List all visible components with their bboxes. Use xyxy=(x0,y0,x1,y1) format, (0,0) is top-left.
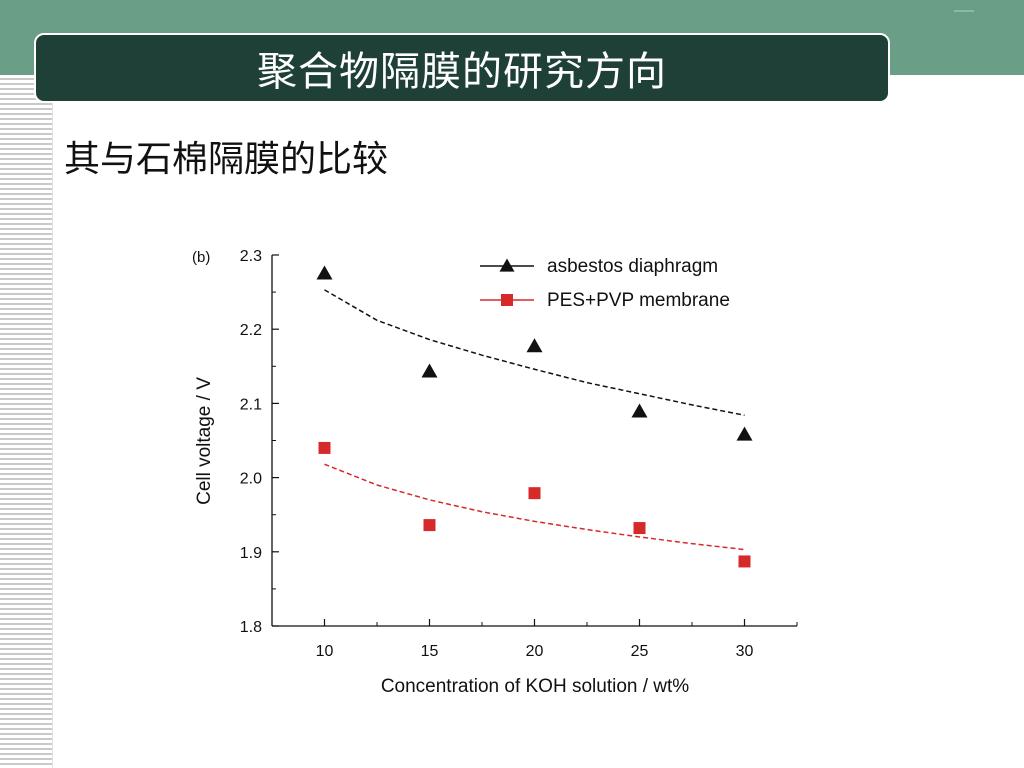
data-point-asbestos xyxy=(736,426,753,441)
data-point-asbestos xyxy=(421,363,438,378)
chart-markers xyxy=(316,265,753,568)
slide-title: 聚合物隔膜的研究方向 xyxy=(257,49,667,95)
legend-marker-triangle xyxy=(499,258,515,272)
y-tick-label: 2.2 xyxy=(240,322,262,339)
side-stripe-decoration xyxy=(0,75,53,768)
x-tick-label: 15 xyxy=(421,643,439,660)
x-tick-label: 10 xyxy=(316,643,334,660)
chart-fit-lines xyxy=(324,289,745,551)
y-axis-label: Cell voltage / V xyxy=(194,377,215,505)
y-tick-label: 2.1 xyxy=(240,396,262,413)
x-tick-label: 25 xyxy=(631,643,649,660)
x-axis-label: Concentration of KOH solution / wt% xyxy=(381,676,689,697)
top-band-decoration xyxy=(954,10,974,12)
title-bar: 聚合物隔膜的研究方向 xyxy=(34,33,890,103)
legend-label: asbestos diaphragm xyxy=(547,256,718,277)
data-point-pes-pvp xyxy=(318,441,331,454)
legend-label: PES+PVP membrane xyxy=(547,290,730,311)
y-tick-label: 2.3 xyxy=(240,248,262,265)
legend-marker-square xyxy=(501,294,513,306)
chart-legend: asbestos diaphragm PES+PVP membrane xyxy=(480,256,730,311)
data-point-pes-pvp xyxy=(423,519,436,532)
data-point-asbestos xyxy=(526,338,543,353)
y-tick-label: 2.0 xyxy=(240,471,262,488)
x-tick-label: 20 xyxy=(526,643,544,660)
chart-axes: 1.8 1.9 2.0 2.1 2.2 2.3 10 15 20 25 30 xyxy=(240,248,798,660)
data-point-asbestos xyxy=(631,403,648,418)
x-tick-label: 30 xyxy=(736,643,754,660)
data-point-pes-pvp xyxy=(528,487,541,500)
fit-line-asbestos xyxy=(324,289,745,417)
data-point-pes-pvp xyxy=(738,555,751,568)
slide-subtitle: 其与石棉隔膜的比较 xyxy=(64,139,389,180)
panel-label: (b) xyxy=(192,249,210,266)
data-point-pes-pvp xyxy=(633,522,646,535)
y-tick-label: 1.9 xyxy=(240,545,262,562)
y-tick-label: 1.8 xyxy=(240,619,262,636)
data-point-asbestos xyxy=(316,265,333,280)
fit-line-pes-pvp xyxy=(324,463,745,551)
